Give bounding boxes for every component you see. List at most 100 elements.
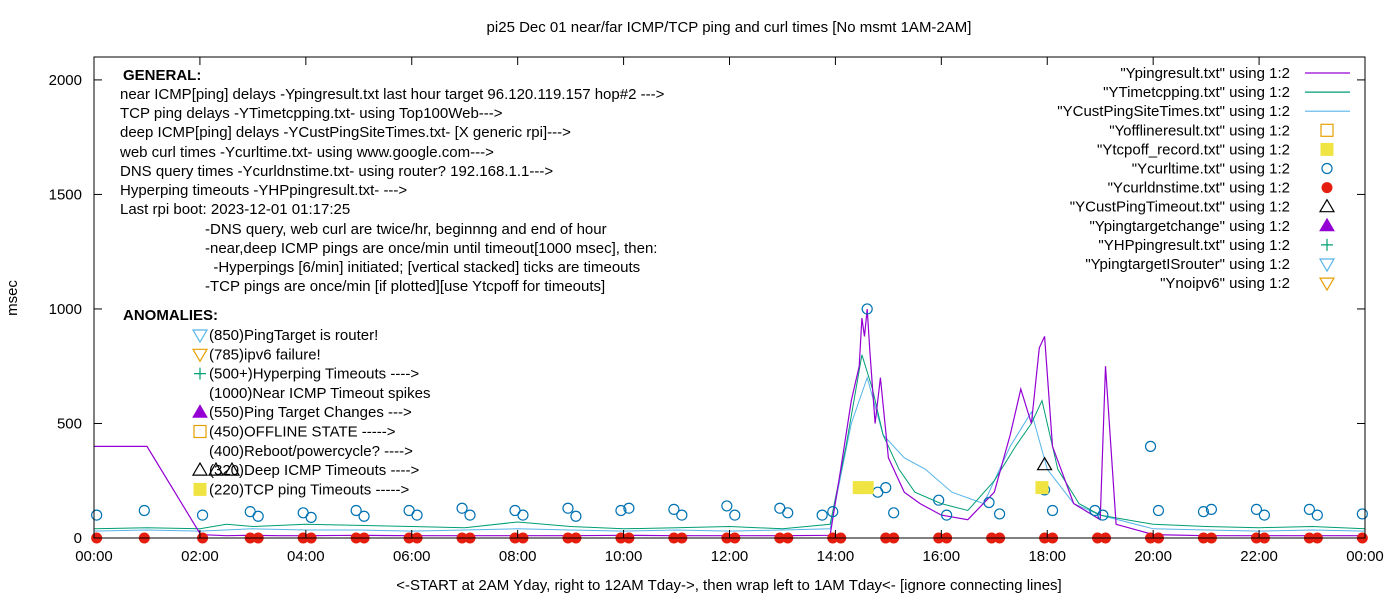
x-tick-label: 00:00: [75, 548, 113, 565]
anomaly-item: (785)ipv6 failure!: [209, 346, 321, 363]
curl-point: [615, 504, 627, 517]
legend-swatch: [1318, 277, 1336, 292]
general-line: deep ICMP[ping] delays -YCustPingSiteTim…: [120, 124, 571, 141]
legend-swatch: [1318, 198, 1336, 213]
x-tick-label: 22:00: [1240, 548, 1278, 565]
x-tick-label: 20:00: [1134, 548, 1172, 565]
anomaly-marker: [193, 482, 207, 496]
general-line: near ICMP[ping] delays -Ypingresult.txt …: [120, 86, 665, 103]
legend-label: "YTimetcpping.txt" using 1:2: [1103, 84, 1290, 101]
anomalies-annotation: ANOMALIES: (850)PingTarget is router! (78…: [123, 307, 430, 498]
x-tick-label: 00:00: [1346, 548, 1384, 565]
curl-point: [993, 508, 1006, 520]
curl-point: [196, 509, 209, 521]
legend-swatch: [1321, 238, 1333, 251]
legend-label: "Ypingresult.txt" using 1:2: [1120, 65, 1290, 82]
x-tick-label: 16:00: [923, 548, 961, 565]
curl-point: [983, 496, 995, 509]
curl-point: [1144, 440, 1157, 452]
legend-label: "YCustPingSiteTimes.txt" using 1:2: [1057, 103, 1290, 120]
x-tick-label: 18:00: [1028, 548, 1066, 565]
axis-layer: 0 500 1000 1500 2000 00:00 02:00 04:00 06:00 08:0…: [49, 57, 1384, 565]
general-line: Last rpi boot: 2023-12-01 01:17:25: [120, 201, 350, 218]
tcpoff-point: [860, 481, 874, 495]
tcpoff-point: [1035, 481, 1049, 495]
legend-swatch: [1319, 217, 1335, 232]
y-tick-label: 0: [74, 530, 82, 547]
x-tick-label: 08:00: [499, 548, 537, 565]
legend-label: "YCustPingTimeout.txt" using 1:2: [1070, 199, 1290, 216]
anomaly-item: (850)PingTarget is router!: [209, 327, 378, 344]
legend-label: "Ypingtargetchange" using 1:2: [1089, 218, 1290, 235]
anomalies-heading: ANOMALIES:: [123, 307, 218, 324]
curl-point: [623, 502, 635, 514]
curl-point: [517, 509, 529, 521]
curl-point: [252, 510, 264, 522]
curl-point: [464, 509, 476, 521]
x-tick-label: 10:00: [605, 548, 643, 565]
curl-point: [1205, 503, 1218, 515]
curl-point: [1311, 509, 1323, 521]
anomaly-item: (400)Reboot/powercycle? ---->: [209, 443, 413, 460]
legend: "Ypingresult.txt" using 1:2 "YTimetcpping…: [1057, 65, 1350, 292]
curl-point: [729, 509, 741, 521]
anomaly-item: (320)Deep ICMP Timeouts ---->: [209, 462, 419, 479]
curl-point: [721, 500, 733, 512]
y-tick-label: 500: [57, 415, 82, 432]
y-axis-label: msec: [4, 280, 21, 316]
x-tick-label: 06:00: [393, 548, 431, 565]
anomaly-marker: [194, 367, 206, 380]
y-tick-label: 1000: [49, 301, 82, 318]
y-tick-label: 1500: [49, 186, 82, 203]
curl-point: [1303, 503, 1315, 515]
y-tick-label: 2000: [49, 72, 82, 89]
curl-point: [1250, 503, 1263, 515]
series-layer: [93, 308, 1366, 537]
general-note: -DNS query, web curl are twice/hr, begin…: [205, 221, 607, 238]
anomaly-item: (450)OFFLINE STATE ----->: [209, 424, 396, 441]
curl-point: [827, 506, 839, 518]
general-note: -TCP pings are once/min [if plotted][use…: [205, 278, 605, 295]
legend-swatch: [1318, 258, 1336, 273]
legend-swatch: [1320, 142, 1334, 156]
anomaly-marker-part: [207, 461, 225, 476]
anomaly-marker-part: [191, 461, 209, 476]
curl-point: [933, 494, 945, 506]
curl-point: [1152, 504, 1165, 517]
general-line: Hyperping timeouts -YHPpingresult.txt- -…: [120, 182, 407, 199]
legend-label: "Ycurldnstime.txt" using 1:2: [1108, 180, 1290, 197]
curl-point: [358, 510, 370, 522]
anomaly-item: (550)Ping Target Changes --->: [209, 404, 412, 421]
deep-timeout-point: [1036, 456, 1053, 471]
chart-title: pi25 Dec 01 near/far ICMP/TCP ping and c…: [487, 19, 972, 36]
curl-point: [305, 511, 317, 523]
curl-point: [138, 504, 150, 517]
general-annotation: GENERAL: near ICMP[ping] delays -Ypingre…: [119, 67, 665, 295]
anomaly-list: (850)PingTarget is router! (785)ipv6 fail…: [191, 327, 430, 498]
general-note: -near,deep ICMP pings are once/min until…: [205, 240, 657, 257]
curl-point: [941, 509, 953, 521]
anomaly-marker: [191, 461, 241, 476]
anomaly-marker: [191, 348, 209, 363]
general-line: DNS query times -Ycurldnstime.txt- using…: [120, 163, 553, 180]
curl-point: [91, 509, 103, 521]
curl-point: [880, 482, 892, 494]
series-line-near-icmp: [94, 308, 1365, 537]
general-line: TCP ping delays -YTimetcpping.txt- using…: [120, 105, 503, 122]
x-tick-label: 04:00: [287, 548, 325, 565]
curl-point: [456, 502, 468, 514]
x-axis-label: <-START at 2AM Yday, right to 12AM Tday-…: [396, 577, 1061, 594]
curl-point: [782, 507, 794, 519]
legend-swatch: [1321, 182, 1333, 194]
legend-label: "YpingtargetISrouter" using 1:2: [1085, 256, 1290, 273]
x-tick-label: 12:00: [711, 548, 749, 565]
anomaly-marker: [193, 424, 207, 439]
general-line: web curl times -Ycurltime.txt- using www…: [119, 144, 494, 161]
curl-point: [668, 503, 680, 515]
anomaly-marker: [191, 329, 209, 344]
curl-point: [676, 509, 688, 521]
legend-label: "YHPpingresult.txt" using 1:2: [1098, 237, 1290, 254]
curl-point: [570, 510, 582, 522]
anomaly-marker-part: [223, 461, 241, 476]
general-note: -Hyperpings [6/min] initiated; [vertical…: [205, 259, 640, 276]
